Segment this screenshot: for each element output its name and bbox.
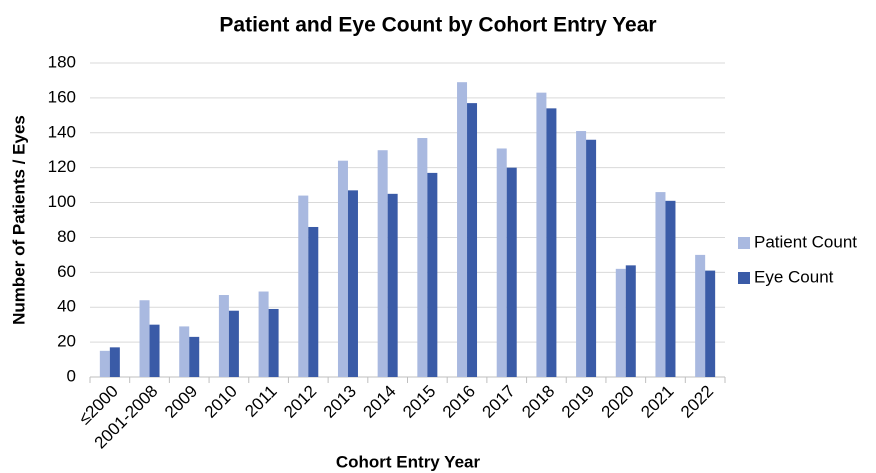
x-tick-label: 2014 xyxy=(359,382,399,422)
legend-swatch xyxy=(738,237,750,249)
bar xyxy=(377,150,388,377)
bar xyxy=(457,82,468,377)
bar xyxy=(149,324,160,377)
x-tick-label: 2016 xyxy=(439,382,479,422)
bar xyxy=(109,347,120,377)
y-tick-label: 80 xyxy=(57,227,76,246)
bar xyxy=(417,138,428,377)
bar xyxy=(665,200,676,377)
y-tick-label: 40 xyxy=(57,297,76,316)
x-tick-label: 2010 xyxy=(201,382,241,422)
bar xyxy=(179,326,190,377)
bar xyxy=(536,92,547,378)
legend-swatch xyxy=(738,272,750,284)
chart-title: Patient and Eye Count by Cohort Entry Ye… xyxy=(219,14,656,37)
x-tick-label: 2015 xyxy=(399,382,439,422)
x-tick-label: 2020 xyxy=(598,382,638,422)
bar xyxy=(99,350,110,377)
bar xyxy=(695,254,706,377)
bar xyxy=(427,172,438,377)
bar xyxy=(576,131,587,377)
x-tick-label: 2017 xyxy=(479,382,519,422)
y-axis-title: Number of Patients / Eyes xyxy=(9,115,28,325)
bar xyxy=(506,167,517,377)
bar xyxy=(705,270,716,377)
bar xyxy=(228,310,239,377)
y-tick-label: 60 xyxy=(57,262,76,281)
y-tick-label: 20 xyxy=(57,332,76,351)
bar xyxy=(655,192,666,377)
bar xyxy=(189,336,200,377)
y-tick-label: 180 xyxy=(48,52,76,71)
y-tick-label: 140 xyxy=(48,122,76,141)
bar xyxy=(347,190,358,377)
x-tick-label: 2021 xyxy=(637,382,677,422)
x-tick-label: 2022 xyxy=(677,382,717,422)
y-tick-label: 160 xyxy=(48,87,76,106)
y-tick-label: 120 xyxy=(48,157,76,176)
bar xyxy=(625,265,636,377)
y-tick-label: 100 xyxy=(48,192,76,211)
bar xyxy=(546,108,557,377)
legend-label: Eye Count xyxy=(754,267,834,286)
x-tick-label: 2013 xyxy=(320,382,360,422)
x-tick-label: 2018 xyxy=(518,382,558,422)
bar xyxy=(298,195,309,377)
bar xyxy=(615,268,626,377)
bar xyxy=(218,295,229,377)
x-tick-label: 2012 xyxy=(280,382,320,422)
bar xyxy=(586,139,597,377)
x-tick-label: 2019 xyxy=(558,382,598,422)
bar xyxy=(258,291,269,377)
bar xyxy=(139,300,150,377)
y-tick-label: 0 xyxy=(67,366,76,385)
x-axis-title: Cohort Entry Year xyxy=(336,452,481,471)
x-tick-label: 2009 xyxy=(161,382,201,422)
legend-label: Patient Count xyxy=(754,232,857,251)
bar xyxy=(268,308,279,377)
bar xyxy=(467,103,478,377)
bar xyxy=(496,148,507,377)
x-tick-label: 2011 xyxy=(241,382,280,421)
bar xyxy=(308,226,319,377)
bar xyxy=(387,193,398,377)
bar xyxy=(337,160,348,377)
